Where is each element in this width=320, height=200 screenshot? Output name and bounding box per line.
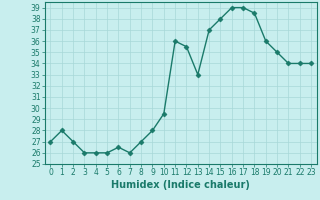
X-axis label: Humidex (Indice chaleur): Humidex (Indice chaleur)	[111, 180, 250, 190]
